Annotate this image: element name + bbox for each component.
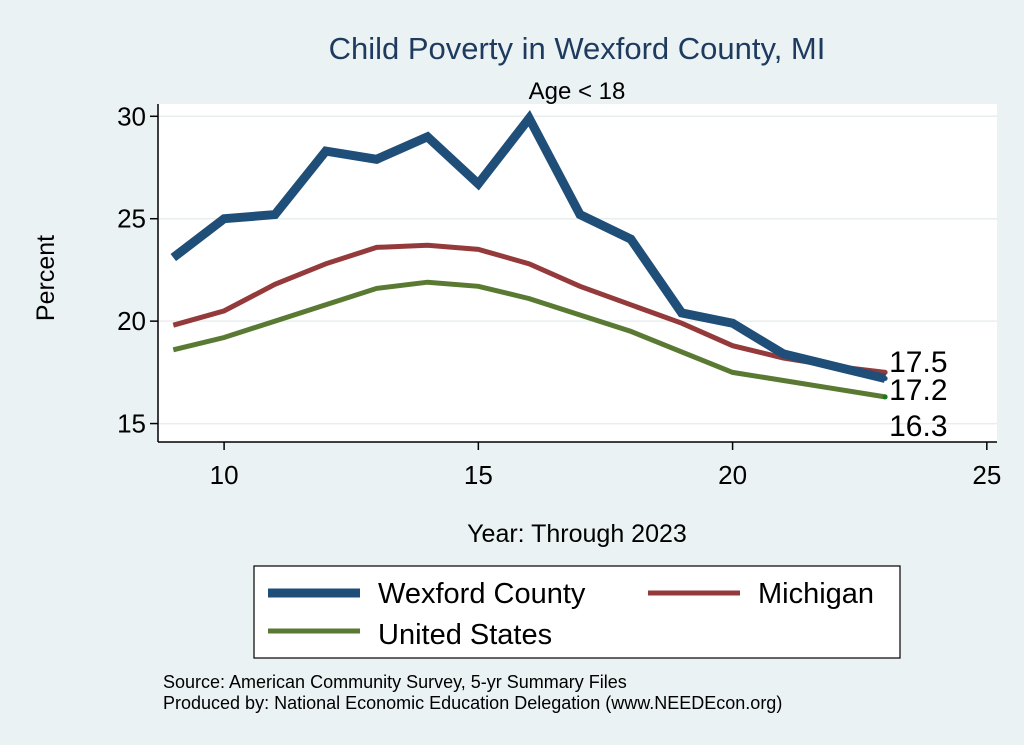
y-axis-title: Percent xyxy=(32,235,60,321)
producer-note: Produced by: National Economic Education… xyxy=(163,693,782,713)
legend-box xyxy=(253,565,901,659)
end-value-label: 17.2 xyxy=(889,374,947,407)
plot-area xyxy=(158,104,997,442)
x-axis-title: Year: Through 2023 xyxy=(467,520,687,548)
end-labels: 17.517.216.3 xyxy=(889,346,947,443)
axis-ticks: 15 20 25 30 10 15 20 25 xyxy=(117,101,1001,490)
legend-label-wexford-county: Wexford County xyxy=(378,578,586,610)
x-tick-label: 20 xyxy=(718,460,747,490)
series-lines xyxy=(170,110,888,400)
legend: Wexford County Michigan United States xyxy=(268,578,874,651)
end-point-wexford-county xyxy=(882,375,888,381)
series-line-united-states xyxy=(172,279,886,400)
chart-subtitle: Age < 18 xyxy=(529,78,626,105)
gridlines xyxy=(158,115,997,425)
series-line-wexford-county xyxy=(170,110,887,383)
series-line-michigan xyxy=(172,242,886,375)
end-point-united-states xyxy=(882,394,888,400)
y-tick-label: 25 xyxy=(117,204,146,234)
x-tick-label: 15 xyxy=(464,460,493,490)
chart-title: Child Poverty in Wexford County, MI xyxy=(329,31,826,66)
end-value-label: 16.3 xyxy=(889,410,947,443)
end-value-label: 17.5 xyxy=(889,346,947,379)
y-tick-label: 30 xyxy=(117,101,146,131)
legend-label-united-states: United States xyxy=(378,619,552,651)
y-tick-label: 20 xyxy=(117,306,146,336)
y-tick-label: 15 xyxy=(117,409,146,439)
x-tick-label: 25 xyxy=(972,460,1001,490)
x-tick-label: 10 xyxy=(210,460,239,490)
source-note: Source: American Community Survey, 5-yr … xyxy=(163,672,627,692)
legend-label-michigan: Michigan xyxy=(758,578,874,610)
